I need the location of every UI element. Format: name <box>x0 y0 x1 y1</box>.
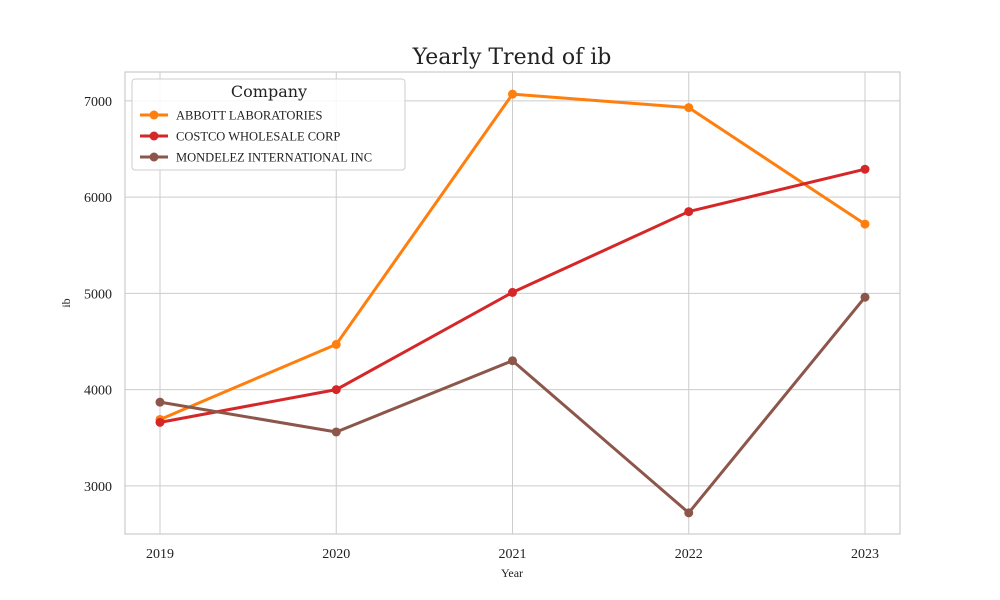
legend-label: COSTCO WHOLESALE CORP <box>176 130 340 144</box>
x-axis-label: Year <box>501 566 523 580</box>
series-2-point <box>155 417 165 427</box>
y-tick-label: 3000 <box>84 480 112 495</box>
y-tick-label: 4000 <box>84 384 112 399</box>
series-3-point <box>860 292 870 302</box>
y-tick-label: 7000 <box>84 95 112 110</box>
x-tick-label: 2020 <box>322 547 350 562</box>
legend-label: MONDELEZ INTERNATIONAL INC <box>176 151 372 165</box>
legend-box <box>131 78 406 171</box>
legend-swatch-marker <box>149 131 159 141</box>
series-1-point <box>331 339 341 349</box>
x-tick-label: 2021 <box>499 547 527 562</box>
series-1-point <box>860 219 870 229</box>
series-3-point <box>155 397 165 407</box>
tick-layer: 2019 2020 2021 2022 2023 3000 4000 5000 6000 7000 <box>84 95 879 562</box>
series-2-point <box>860 164 870 174</box>
series-3-point <box>684 508 694 518</box>
legend: Company ABBOTT LABORATORIES COSTCO WHOLES… <box>131 78 406 171</box>
series-3-point <box>508 356 517 366</box>
y-tick-label: 6000 <box>84 191 112 206</box>
y-axis-label: ib <box>59 298 73 307</box>
legend-swatch-marker <box>149 152 159 162</box>
plot-frame <box>124 71 901 535</box>
chart-title: Yearly Trend of ib <box>412 45 612 70</box>
series-3-point <box>331 427 341 437</box>
x-tick-label: 2022 <box>675 547 703 562</box>
legend-swatch-marker <box>149 110 159 120</box>
x-tick-label: 2019 <box>146 547 174 562</box>
legend-title: Company <box>231 82 307 101</box>
grid-layer <box>125 72 900 534</box>
y-tick-label: 5000 <box>84 287 112 302</box>
series-layer <box>155 89 870 518</box>
series-2-point <box>684 207 694 217</box>
series-1-point <box>508 89 517 99</box>
legend-label: ABBOTT LABORATORIES <box>176 109 322 123</box>
legend-items: ABBOTT LABORATORIES COSTCO WHOLESALE CORP… <box>140 109 372 165</box>
series-2-point <box>508 287 517 297</box>
x-tick-label: 2023 <box>851 547 879 562</box>
series-2-point <box>331 385 341 395</box>
series-1-point <box>684 103 694 113</box>
